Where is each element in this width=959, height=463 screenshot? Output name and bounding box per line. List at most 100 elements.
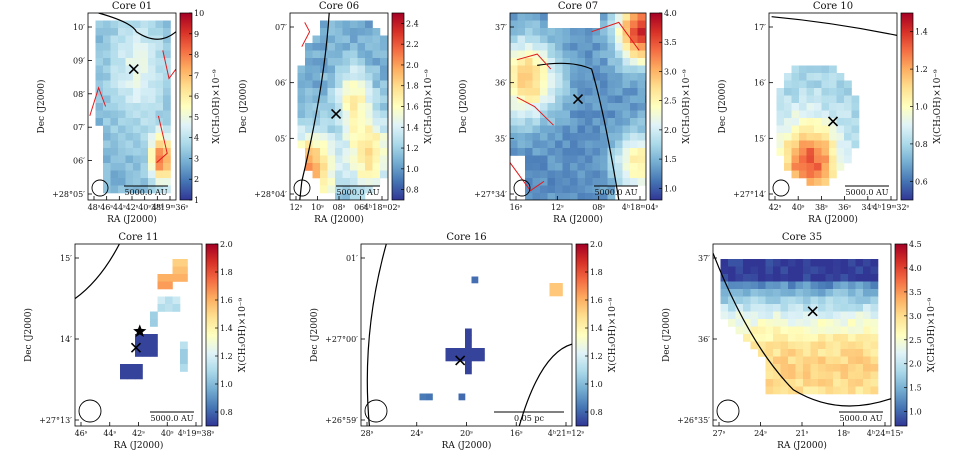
- cross-marker: [455, 355, 466, 366]
- heatmap-cell: [829, 73, 837, 81]
- heatmap-cell: [350, 20, 358, 29]
- heatmap-cell: [607, 125, 616, 134]
- heatmap-cell: [163, 163, 171, 171]
- heatmap-cell: [615, 35, 623, 44]
- heatmap-cell: [419, 393, 427, 401]
- x-tick-label: 16ˢ: [510, 429, 523, 438]
- heatmap-cell: [851, 118, 860, 126]
- heatmap-cell: [600, 13, 608, 21]
- heatmap-cell: [799, 103, 807, 111]
- heatmap-cell: [95, 28, 104, 36]
- heatmap-cell: [814, 73, 822, 81]
- heatmap-cell: [863, 364, 871, 372]
- heatmap-cell: [372, 88, 381, 96]
- heatmap-cell: [365, 43, 373, 51]
- heatmap-cell: [380, 35, 388, 44]
- heatmap-cell: [840, 379, 849, 387]
- y-tick-label: 14′: [60, 335, 72, 344]
- heatmap-cell: [357, 185, 366, 194]
- heatmap-cell: [773, 356, 781, 365]
- y-tick-label: 05′: [275, 134, 287, 143]
- heatmap-cell: [795, 281, 804, 290]
- heatmap-cell: [637, 155, 646, 164]
- cross-marker: [128, 64, 139, 75]
- colorbar-tick-label: 7: [194, 71, 199, 80]
- heatmap-cell: [342, 148, 351, 156]
- heatmap-cell: [118, 43, 126, 51]
- heatmap-cell: [532, 43, 541, 51]
- heatmap-cell: [517, 28, 526, 36]
- heatmap-cell: [570, 95, 578, 104]
- heatmap-cell: [784, 148, 792, 156]
- heatmap-cell: [357, 43, 366, 51]
- heatmap-cell: [818, 281, 826, 290]
- x-tick-label: 18ˢ: [837, 429, 850, 438]
- heatmap-cell: [622, 133, 631, 141]
- heatmap-cell: [570, 88, 578, 96]
- heatmap-cell: [630, 28, 638, 36]
- heatmap-cell: [810, 349, 819, 357]
- heatmap-cell: [585, 88, 593, 96]
- heatmap-cell: [540, 13, 548, 21]
- heatmap-cell: [532, 28, 541, 36]
- colorbar-tick-label: 1.8: [220, 268, 233, 277]
- heatmap-cell: [110, 178, 119, 186]
- heatmap-cell: [780, 274, 789, 282]
- heatmap-cell: [118, 140, 126, 149]
- heatmap-cell: [163, 133, 171, 141]
- heatmap-cell: [357, 170, 366, 179]
- y-tick-label: +27°14′: [733, 190, 766, 199]
- heatmap-cell: [600, 178, 608, 186]
- colorbar-tick-label: 1.0: [590, 380, 603, 389]
- heatmap-cell: [600, 58, 608, 66]
- heatmap-cell: [155, 28, 164, 36]
- heatmap-cell: [140, 50, 149, 59]
- heatmap-cell: [140, 35, 149, 44]
- heatmap-cell: [773, 379, 781, 387]
- heatmap-cell: [335, 133, 343, 141]
- heatmap-cell: [765, 379, 774, 387]
- heatmap-cell: [517, 88, 526, 96]
- heatmap-cell: [615, 155, 623, 164]
- heatmap-cell: [615, 95, 623, 104]
- heatmap-cell: [180, 341, 188, 350]
- heatmap-cell: [848, 311, 856, 320]
- colorbar-tick-label: 1: [194, 196, 199, 205]
- heatmap-cell: [95, 118, 104, 126]
- heatmap-cell: [118, 35, 126, 44]
- heatmap-cell: [592, 125, 601, 134]
- heatmap-cell: [637, 148, 646, 156]
- heatmap-cell: [630, 155, 638, 164]
- heatmap-cell: [120, 371, 128, 380]
- heatmap-cell: [600, 43, 608, 51]
- heatmap-cell: [380, 125, 388, 134]
- heatmap-cell: [118, 80, 126, 89]
- heatmap-cell: [357, 73, 366, 81]
- colorbar-tick-label: 3.5: [664, 38, 677, 47]
- heatmap-cell: [445, 354, 453, 362]
- heatmap-cell: [848, 296, 856, 305]
- heatmap-cell: [818, 349, 826, 357]
- heatmap-cell: [750, 266, 759, 275]
- heatmap-cell: [780, 356, 789, 365]
- heatmap-cell: [863, 334, 871, 342]
- heatmap-cell: [607, 28, 616, 36]
- contour-line: [510, 162, 545, 192]
- heatmap-cell: [791, 80, 800, 89]
- heatmap-cell: [758, 311, 766, 320]
- heatmap-cell: [645, 178, 646, 186]
- heatmap-cell: [365, 95, 373, 104]
- heatmap-cell: [806, 73, 815, 81]
- heatmap-cell: [155, 65, 164, 74]
- heatmap-cell: [637, 163, 646, 171]
- heatmap-cell: [118, 110, 126, 119]
- panel-title: Core 07: [558, 1, 598, 12]
- heatmap-cell: [577, 95, 586, 104]
- heatmap-cell: [795, 364, 804, 372]
- heatmap-cell: [570, 43, 578, 51]
- heatmap-cell: [821, 118, 830, 126]
- heatmap-cell: [335, 65, 343, 74]
- heatmap-cell: [140, 185, 149, 194]
- heatmap-cell: [743, 289, 751, 297]
